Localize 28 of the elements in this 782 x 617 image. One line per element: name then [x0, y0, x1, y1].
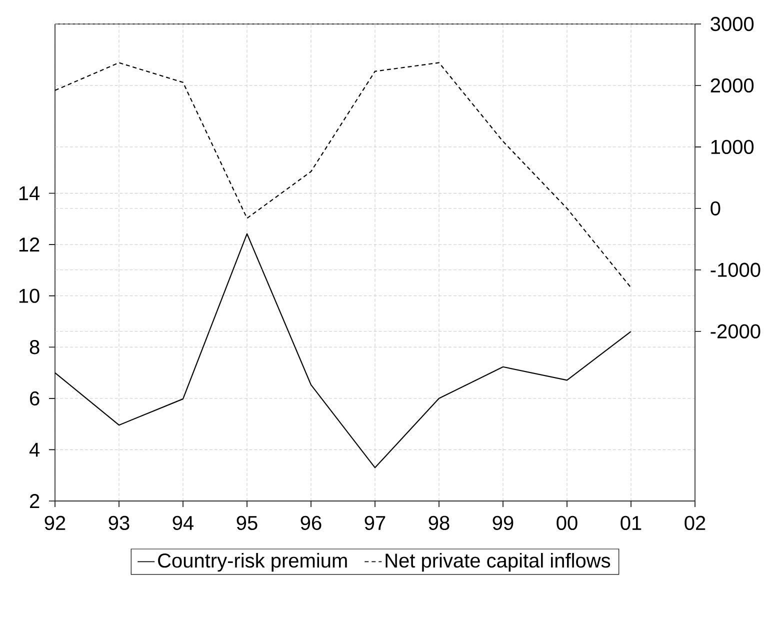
y-tick-label: 10	[19, 288, 40, 303]
x-tick-label: 94	[172, 516, 194, 530]
x-tick-label: 95	[236, 516, 258, 530]
x-tick-label: 97	[364, 516, 386, 530]
x-tick-label: 99	[492, 516, 514, 530]
x-tick-label: 98	[428, 516, 450, 530]
line-series	[54, 233, 632, 468]
legend-label: Country-risk premium	[158, 552, 347, 572]
y-tick-label: 14	[19, 186, 40, 200]
legend-label: Net private capital inflows	[386, 552, 610, 572]
y2-tick-label: 2000	[710, 78, 754, 93]
y2-tick-label: 1000	[711, 140, 754, 154]
y-tick-label: 6	[30, 391, 40, 406]
y2-tick-label: -2000	[710, 324, 760, 338]
x-tick-label: 00	[556, 516, 578, 530]
y-tick-label: 12	[19, 238, 40, 252]
y2-tick-label: -1000	[710, 262, 760, 277]
line-series	[54, 62, 632, 288]
y2-tick-label: 3000	[710, 16, 754, 32]
x-tick-label: 01	[620, 516, 642, 530]
x-tick-label: 93	[108, 516, 130, 530]
y-tick-label: 2	[30, 494, 40, 508]
y2-tick-label: 0	[710, 201, 720, 216]
x-tick-label: 96	[300, 516, 322, 530]
x-tick-label: 92	[44, 516, 66, 530]
x-tick-label: 02	[684, 516, 706, 530]
y-tick-label: 4	[29, 442, 40, 457]
y-tick-label: 8	[30, 340, 40, 354]
